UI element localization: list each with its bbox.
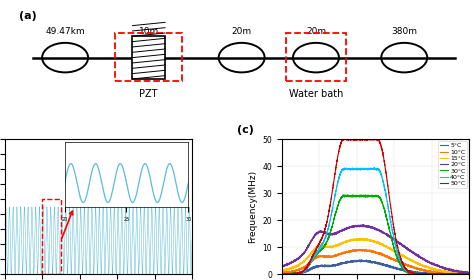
40°C (301, 270, 306, 273)
Line: 15°C: 15°C (282, 238, 469, 274)
Line: 10°C: 10°C (282, 249, 469, 274)
Bar (132, 36, 165, 79)
15°C (279, 268, 285, 272)
50°C (311, 251, 317, 254)
Text: 20m: 20m (306, 27, 326, 36)
40°C (279, 273, 285, 276)
Line: 50°C: 50°C (282, 139, 469, 274)
30°C (340, 193, 346, 197)
15°C (463, 272, 468, 276)
Bar (42, 199, 61, 274)
10°C (466, 272, 472, 276)
5°C (301, 271, 306, 274)
5°C (311, 266, 317, 269)
Text: PZT: PZT (139, 89, 158, 99)
50°C (340, 137, 346, 141)
50°C (463, 272, 468, 276)
20°C (463, 271, 468, 274)
Text: Water bath: Water bath (289, 89, 343, 99)
50°C (351, 138, 357, 141)
5°C (466, 273, 472, 276)
30°C (443, 272, 448, 276)
10°C (311, 258, 317, 261)
15°C (358, 237, 364, 240)
5°C (279, 272, 285, 275)
5°C (359, 259, 365, 262)
20°C (361, 223, 367, 227)
5°C (443, 272, 448, 276)
20°C (463, 272, 469, 275)
Legend: 5°C, 10°C, 15°C, 20°C, 30°C, 40°C, 50°C: 5°C, 10°C, 15°C, 20°C, 30°C, 40°C, 50°C (438, 141, 467, 188)
30°C (279, 273, 285, 276)
Line: 40°C: 40°C (282, 168, 469, 274)
Bar (115, 33, 182, 81)
20°C (351, 225, 356, 228)
10°C (445, 273, 450, 276)
5°C (351, 260, 356, 263)
40°C (359, 168, 365, 171)
10°C (351, 249, 356, 252)
30°C (463, 273, 468, 276)
15°C (443, 270, 448, 273)
10°C (279, 270, 285, 274)
10°C (359, 248, 365, 251)
Bar (286, 33, 346, 81)
15°C (466, 272, 472, 276)
20°C (466, 271, 472, 275)
10°C (443, 271, 448, 275)
Text: 20m: 20m (232, 27, 252, 36)
Y-axis label: Frequency(MHz): Frequency(MHz) (248, 170, 257, 243)
Line: 5°C: 5°C (282, 260, 469, 274)
Line: 20°C: 20°C (282, 225, 469, 274)
10°C (463, 272, 468, 276)
10°C (301, 267, 306, 270)
Text: 380m: 380m (391, 27, 417, 36)
50°C (279, 272, 285, 276)
30°C (466, 273, 472, 276)
5°C (463, 272, 468, 276)
20°C (359, 224, 365, 227)
50°C (279, 273, 285, 276)
40°C (463, 273, 468, 276)
30°C (351, 195, 357, 198)
40°C (466, 272, 472, 276)
20°C (301, 252, 306, 255)
40°C (351, 167, 356, 170)
20°C (311, 235, 317, 238)
40°C (371, 166, 377, 169)
30°C (359, 195, 365, 198)
15°C (359, 237, 365, 241)
10°C (360, 248, 366, 251)
Text: (a): (a) (18, 11, 36, 21)
50°C (443, 272, 448, 276)
40°C (443, 272, 448, 276)
Text: (c): (c) (237, 125, 254, 134)
40°C (311, 254, 317, 257)
50°C (466, 273, 472, 276)
Text: 49.47km: 49.47km (46, 27, 85, 36)
30°C (279, 272, 285, 276)
30°C (311, 256, 317, 259)
20°C (443, 267, 448, 270)
Line: 30°C: 30°C (282, 195, 469, 274)
Text: 10m: 10m (138, 27, 159, 36)
50°C (359, 137, 365, 141)
15°C (459, 273, 465, 276)
50°C (301, 270, 306, 273)
30°C (301, 270, 306, 273)
20°C (279, 265, 285, 268)
5°C (279, 273, 285, 276)
15°C (311, 248, 317, 251)
15°C (351, 237, 356, 241)
15°C (301, 260, 306, 264)
5°C (356, 258, 362, 262)
